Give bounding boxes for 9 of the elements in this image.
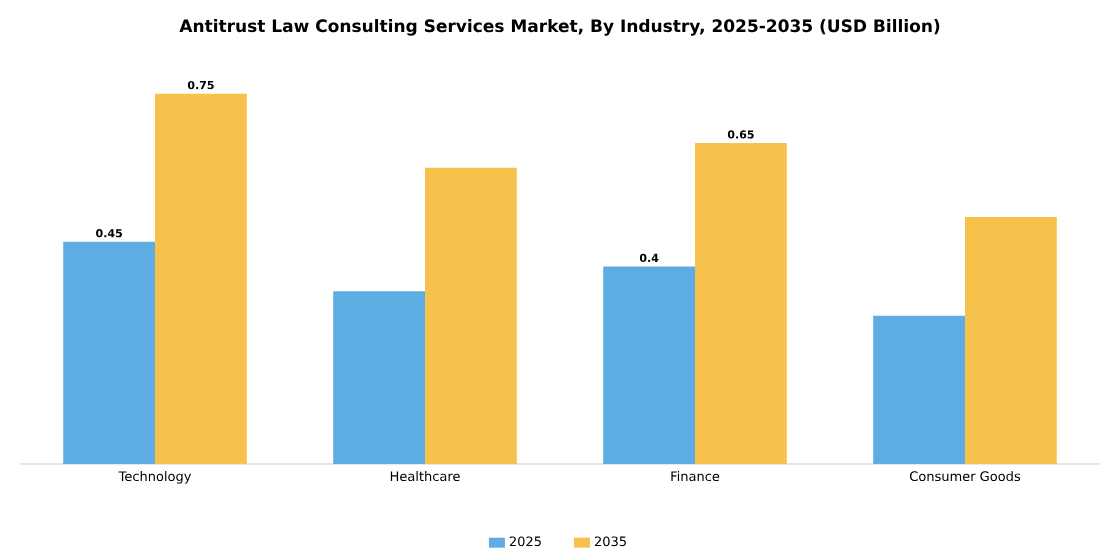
chart-title: Antitrust Law Consulting Services Market, By Industry, 2025-2035 (USD Billion) (179, 19, 940, 36)
bar (63, 241, 156, 464)
bar (333, 291, 426, 464)
bar (603, 266, 695, 464)
bar (964, 217, 1057, 464)
bar (155, 93, 247, 464)
bar (425, 167, 517, 464)
bar (873, 315, 965, 464)
bar (694, 143, 787, 464)
